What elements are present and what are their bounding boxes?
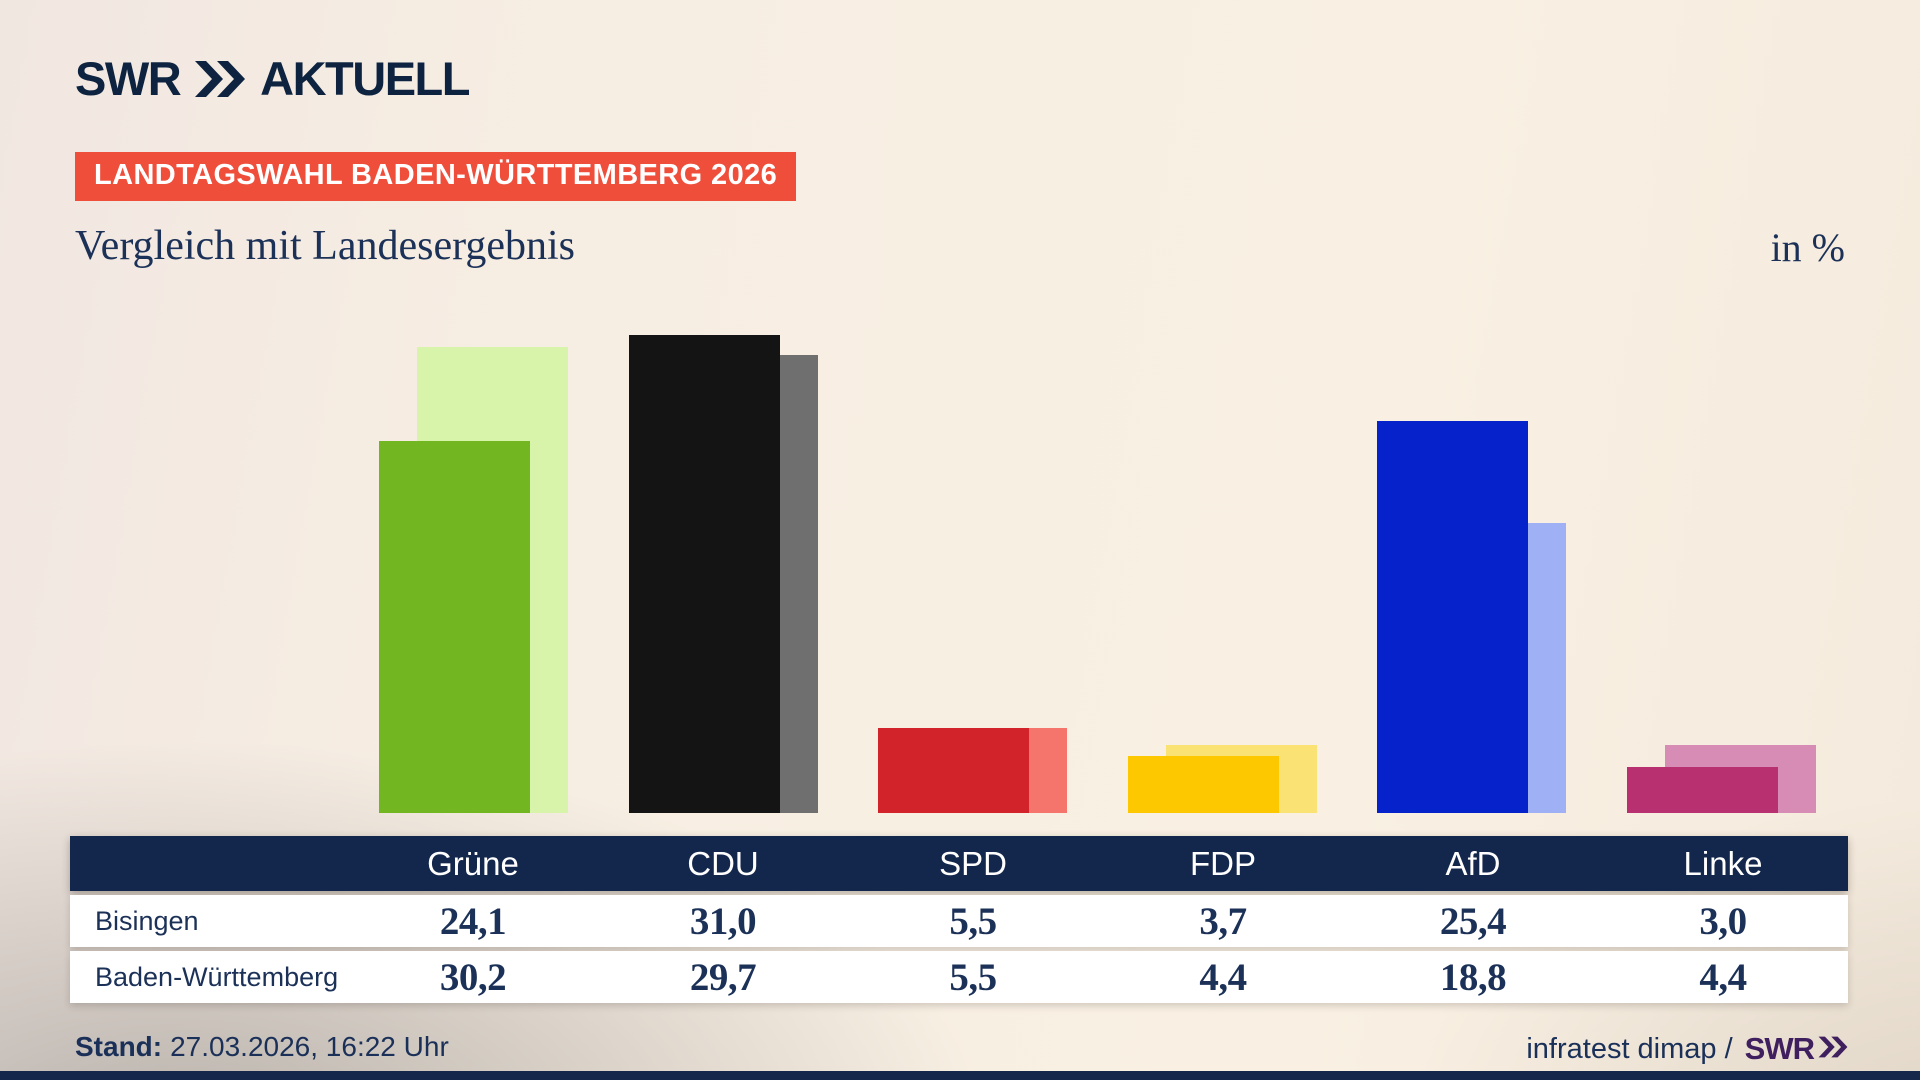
table-row: Baden-Württemberg 30,2 29,7 5,5 4,4 18,8 4,4 — [70, 951, 1848, 1003]
table-header-cell: SPD — [939, 844, 1007, 882]
table-value-cell: 31,0 — [689, 899, 757, 943]
bar-fdp-bisingen — [1128, 756, 1279, 813]
footer-logo-swr-text: SWR — [1744, 1031, 1815, 1066]
stand-value: 27.03.2026, 16:22 Uhr — [170, 1031, 449, 1062]
source-text: infratest dimap / — [1526, 1032, 1733, 1065]
bottom-accent-bar — [0, 1071, 1920, 1080]
row-label: Bisingen — [95, 905, 199, 936]
bar-linke-bisingen — [1627, 767, 1778, 813]
table-row: Bisingen 24,1 31,0 5,5 3,7 25,4 3,0 — [70, 895, 1848, 947]
table-value-cell: 5,5 — [949, 955, 997, 999]
bar-fdp-baden-wuerttemberg — [1166, 745, 1317, 813]
footer-double-chevron-icon — [1818, 1031, 1848, 1067]
table-value-cell: 24,1 — [439, 899, 507, 943]
election-banner: LANDTAGSWAHL BADEN-WÜRTTEMBERG 2026 — [75, 152, 797, 201]
table-value-cell: 25,4 — [1439, 899, 1507, 943]
bar-gruene-baden-wuerttemberg — [417, 347, 568, 813]
logo-swr-text: SWR — [75, 52, 182, 105]
table-value-cell: 4,4 — [1699, 955, 1747, 999]
table-value-cell: 3,7 — [1199, 899, 1247, 943]
results-table: Grüne CDU SPD FDP AfD Linke Bisingen 24,1 31,0 5,… — [70, 836, 1848, 1003]
table-header-cell: Grüne — [427, 844, 519, 882]
page-title: Vergleich mit Landesergebnis — [75, 223, 575, 269]
bar-linke-baden-wuerttemberg — [1665, 745, 1816, 813]
table-header-row: Grüne CDU SPD FDP AfD Linke — [70, 836, 1848, 891]
bar-afd-baden-wuerttemberg — [1415, 523, 1566, 813]
table-header-cell: CDU — [687, 844, 759, 882]
swr-footer-logo: SWR — [1745, 1031, 1848, 1067]
table-header-cell: FDP — [1190, 844, 1256, 882]
table-value-cell: 18,8 — [1439, 955, 1507, 999]
bar-spd-baden-wuerttemberg — [916, 728, 1067, 813]
stand-label: Stand: — [75, 1031, 163, 1062]
unit-label: in % — [1770, 225, 1845, 270]
swr-aktuell-logo: SWR AKTUELL — [75, 52, 470, 105]
table-value-cell: 30,2 — [439, 955, 507, 999]
table-value-cell: 4,4 — [1199, 955, 1247, 999]
double-chevron-icon — [194, 60, 246, 98]
table-value-cell: 3,0 — [1699, 899, 1747, 943]
logo-product-text: AKTUELL — [260, 52, 470, 105]
table-header-cell: Linke — [1683, 844, 1763, 882]
table-value-cell: 29,7 — [689, 955, 757, 999]
bar-spd-bisingen — [878, 728, 1029, 813]
row-label: Baden-Württemberg — [95, 961, 339, 992]
bar-afd-bisingen — [1377, 421, 1528, 813]
timestamp: Stand: 27.03.2026, 16:22 Uhr — [75, 1031, 449, 1063]
source-credit: infratest dimap / SWR — [1526, 1031, 1848, 1067]
table-value-cell: 5,5 — [949, 899, 997, 943]
election-banner-label: LANDTAGSWAHL BADEN-WÜRTTEMBERG 2026 — [94, 159, 778, 191]
bar-cdu-bisingen — [629, 335, 780, 813]
bar-gruene-bisingen — [379, 441, 530, 813]
table-header-cell: AfD — [1445, 844, 1501, 882]
bar-cdu-baden-wuerttemberg — [667, 355, 818, 813]
